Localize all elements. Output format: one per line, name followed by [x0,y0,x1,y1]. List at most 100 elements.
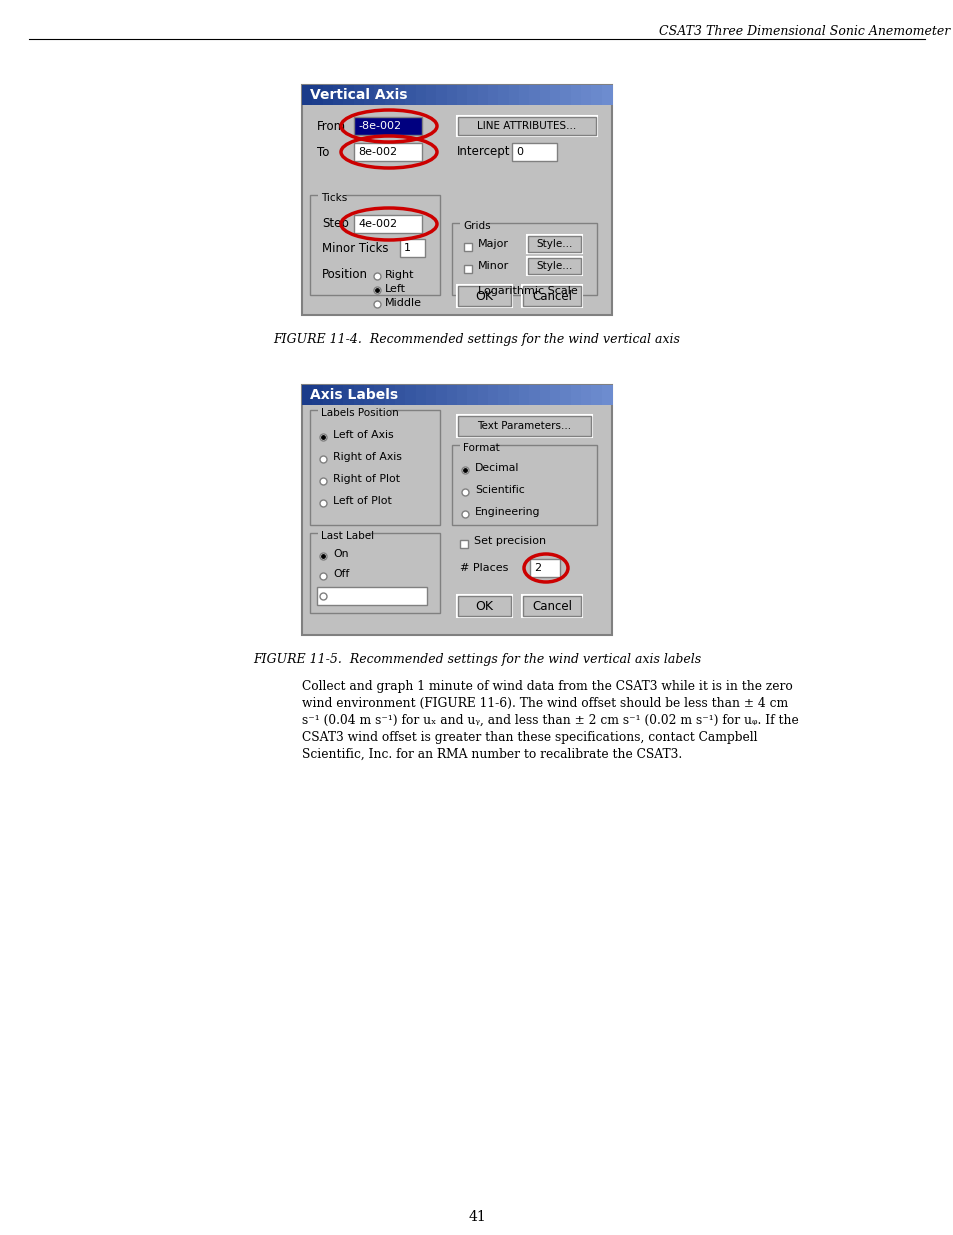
Bar [426,385,436,405]
Text: On: On [333,550,348,559]
Circle shape [319,478,327,485]
Bar [497,385,509,405]
Bar [508,385,519,405]
Circle shape [374,273,380,280]
Circle shape [319,553,327,559]
FancyBboxPatch shape [302,385,612,635]
Text: # Places: # Places [459,563,508,573]
Text: Ticks: Ticks [320,193,347,203]
Circle shape [374,287,380,294]
Bar [456,85,468,105]
Bar [384,385,395,405]
FancyBboxPatch shape [317,408,391,417]
Bar [302,85,313,105]
Text: 4e-002: 4e-002 [357,219,396,228]
FancyBboxPatch shape [527,236,580,252]
Text: CSAT3 Three Dimensional Sonic Anemometer: CSAT3 Three Dimensional Sonic Anemometer [659,25,949,38]
FancyBboxPatch shape [459,540,468,548]
Circle shape [374,301,380,308]
Text: OK: OK [475,599,493,613]
Text: Cancel: Cancel [532,289,572,303]
Bar [518,85,530,105]
Text: CSAT3 wind offset is greater than these specifications, contact Campbell: CSAT3 wind offset is greater than these … [302,731,757,743]
Bar [559,385,571,405]
Text: 8e-002: 8e-002 [357,147,396,157]
FancyBboxPatch shape [456,595,512,618]
Circle shape [319,593,327,600]
Bar [467,385,478,405]
FancyBboxPatch shape [530,559,559,577]
Text: 1: 1 [403,243,411,253]
Text: Off: Off [333,569,349,579]
Text: Axis Labels: Axis Labels [310,388,397,403]
Bar [354,385,365,405]
Bar [333,385,344,405]
Bar [550,385,560,405]
Circle shape [321,555,325,558]
Bar [343,385,355,405]
Text: Vertical Axis: Vertical Axis [310,88,407,103]
FancyBboxPatch shape [457,416,590,436]
Bar [302,385,313,405]
FancyBboxPatch shape [522,597,580,616]
Text: FIGURE 11-4.  Recommended settings for the wind vertical axis: FIGURE 11-4. Recommended settings for th… [274,333,679,346]
FancyBboxPatch shape [512,143,557,161]
Text: 41: 41 [468,1210,485,1224]
Bar [395,85,406,105]
FancyBboxPatch shape [526,235,581,253]
Bar [591,385,602,405]
Bar [374,85,385,105]
Bar [405,85,416,105]
Bar [539,85,551,105]
FancyBboxPatch shape [463,243,472,251]
Text: -8e-002: -8e-002 [357,121,400,131]
Text: Scientific, Inc. for an RMA number to recalibrate the CSAT3.: Scientific, Inc. for an RMA number to re… [302,748,681,761]
Bar [601,385,613,405]
FancyBboxPatch shape [526,257,581,275]
FancyBboxPatch shape [317,531,369,541]
Circle shape [461,511,469,517]
Text: Text Parameters...: Text Parameters... [476,421,571,431]
FancyBboxPatch shape [354,215,421,233]
FancyBboxPatch shape [302,85,612,315]
Bar [436,385,447,405]
Bar [467,85,478,105]
Bar [488,85,498,105]
Bar [446,385,457,405]
Bar [312,385,323,405]
Text: Left of Plot: Left of Plot [333,496,392,506]
Circle shape [461,467,469,474]
Text: Intercept: Intercept [456,146,510,158]
Bar [601,85,613,105]
Bar [477,385,489,405]
Bar [570,85,581,105]
Text: Format: Format [462,443,499,453]
Text: Major: Major [477,240,509,249]
Bar [333,85,344,105]
Text: To: To [316,146,329,158]
Bar [529,385,540,405]
Bar [405,385,416,405]
Text: Middle: Middle [385,298,421,308]
Bar [477,85,489,105]
Text: FIGURE 11-5.  Recommended settings for the wind vertical axis labels: FIGURE 11-5. Recommended settings for th… [253,653,700,666]
Bar [364,385,375,405]
Bar [374,385,385,405]
Circle shape [463,469,467,472]
Text: Set precision: Set precision [474,536,545,546]
FancyBboxPatch shape [317,193,346,203]
Text: Scientific: Scientific [475,485,524,495]
Bar [343,85,355,105]
Text: Right of Plot: Right of Plot [333,474,399,484]
FancyBboxPatch shape [521,285,581,308]
Circle shape [319,456,327,463]
Text: Decimal: Decimal [475,463,518,473]
Text: Style...: Style... [536,240,572,249]
Bar [426,85,436,105]
Bar [436,85,447,105]
FancyBboxPatch shape [522,287,580,306]
Bar [518,385,530,405]
Text: OK: OK [475,289,493,303]
Text: Minor: Minor [477,261,509,270]
Text: Labels Position: Labels Position [320,408,398,417]
